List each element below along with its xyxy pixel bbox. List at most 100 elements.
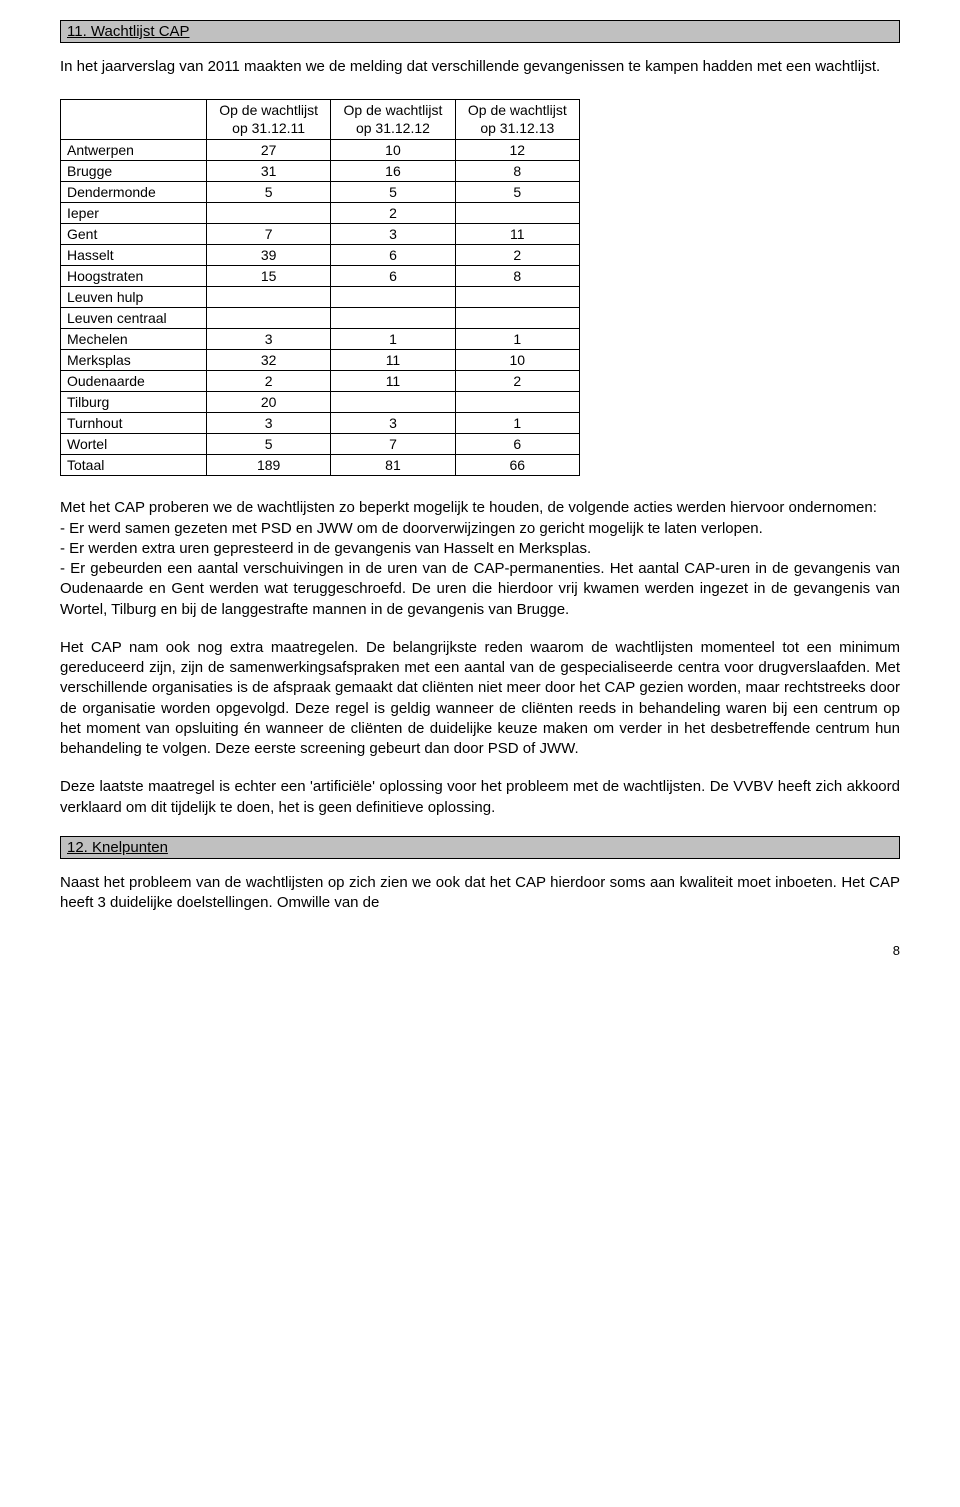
row-val: 2 (206, 371, 330, 392)
row-val (206, 308, 330, 329)
row-label: Hasselt (61, 245, 207, 266)
row-label: Gent (61, 224, 207, 245)
row-val: 5 (206, 434, 330, 455)
row-val: 1 (331, 329, 455, 350)
row-val: 7 (331, 434, 455, 455)
paragraph-knelpunten: Naast het probleem van de wachtlijsten o… (60, 873, 900, 914)
wachtlijst-table: Op de wachtlijst op 31.12.11 Op de wacht… (60, 99, 580, 476)
row-label: Brugge (61, 161, 207, 182)
table-row: Leuven centraal (61, 308, 580, 329)
row-val: 11 (331, 371, 455, 392)
row-label: Merksplas (61, 350, 207, 371)
row-val: 81 (331, 455, 455, 476)
table-row: Merksplas321110 (61, 350, 580, 371)
row-val: 66 (455, 455, 579, 476)
row-val: 1 (455, 413, 579, 434)
intro-paragraph: In het jaarverslag van 2011 maakten we d… (60, 57, 900, 77)
paragraph-artificiele-oplossing: Deze laatste maatregel is echter een 'ar… (60, 777, 900, 818)
row-val: 15 (206, 266, 330, 287)
row-label: Dendermonde (61, 182, 207, 203)
table-row: Brugge31168 (61, 161, 580, 182)
table-body: Antwerpen271012 Brugge31168 Dendermonde5… (61, 140, 580, 476)
row-val (455, 392, 579, 413)
row-val: 7 (206, 224, 330, 245)
table-header-col3-line1: Op de wachtlijst (462, 102, 573, 120)
row-label: Leuven centraal (61, 308, 207, 329)
row-val (206, 287, 330, 308)
table-row: Antwerpen271012 (61, 140, 580, 161)
table-row: Mechelen311 (61, 329, 580, 350)
row-val (455, 203, 579, 224)
row-val (455, 308, 579, 329)
row-label: Tilburg (61, 392, 207, 413)
section-11-title: 11. Wachtlijst CAP (67, 23, 190, 40)
row-val: 6 (331, 245, 455, 266)
row-val: 5 (455, 182, 579, 203)
row-val: 3 (331, 224, 455, 245)
table-row-total: Totaal1898166 (61, 455, 580, 476)
row-val: 2 (331, 203, 455, 224)
row-val: 10 (455, 350, 579, 371)
row-val: 12 (455, 140, 579, 161)
action-bullet-3: - Er gebeurden een aantal verschuivingen… (60, 560, 900, 618)
row-val: 20 (206, 392, 330, 413)
section-12-heading: 12. Knelpunten (60, 836, 900, 859)
row-val (206, 203, 330, 224)
section-12-title: 12. Knelpunten (67, 839, 168, 856)
row-val: 8 (455, 266, 579, 287)
row-val: 3 (206, 329, 330, 350)
row-label: Wortel (61, 434, 207, 455)
row-label: Hoogstraten (61, 266, 207, 287)
table-row: Turnhout331 (61, 413, 580, 434)
row-val: 2 (455, 371, 579, 392)
table-row: Gent7311 (61, 224, 580, 245)
row-val: 31 (206, 161, 330, 182)
row-label: Leuven hulp (61, 287, 207, 308)
row-label: Oudenaarde (61, 371, 207, 392)
row-val: 11 (455, 224, 579, 245)
row-val: 5 (206, 182, 330, 203)
action-bullet-2: - Er werden extra uren gepresteerd in de… (60, 540, 591, 557)
row-val: 5 (331, 182, 455, 203)
row-val (331, 308, 455, 329)
row-val: 32 (206, 350, 330, 371)
table-row: Tilburg20 (61, 392, 580, 413)
row-val: 10 (331, 140, 455, 161)
paragraph-extra-maatregelen: Het CAP nam ook nog extra maatregelen. D… (60, 638, 900, 760)
table-header-row: Op de wachtlijst op 31.12.11 Op de wacht… (61, 100, 580, 140)
actions-intro: Met het CAP proberen we de wachtlijsten … (60, 499, 877, 516)
table-row: Ieper 2 (61, 203, 580, 224)
table-row: Leuven hulp (61, 287, 580, 308)
actions-paragraph: Met het CAP proberen we de wachtlijsten … (60, 498, 900, 620)
row-label: Ieper (61, 203, 207, 224)
row-val (331, 287, 455, 308)
table-row: Hasselt3962 (61, 245, 580, 266)
row-val: 189 (206, 455, 330, 476)
row-val: 39 (206, 245, 330, 266)
table-header-col1-line2: op 31.12.11 (213, 120, 324, 138)
row-val: 16 (331, 161, 455, 182)
table-row: Wortel576 (61, 434, 580, 455)
row-label: Antwerpen (61, 140, 207, 161)
table-header-col2-line1: Op de wachtlijst (337, 102, 448, 120)
table-header-col2-line2: op 31.12.12 (337, 120, 448, 138)
row-val: 1 (455, 329, 579, 350)
section-11-heading: 11. Wachtlijst CAP (60, 20, 900, 43)
table-header-col3: Op de wachtlijst op 31.12.13 (455, 100, 579, 140)
table-header-col3-line2: op 31.12.13 (462, 120, 573, 138)
table-header-col2: Op de wachtlijst op 31.12.12 (331, 100, 455, 140)
table-row: Oudenaarde2112 (61, 371, 580, 392)
table-header-col1-line1: Op de wachtlijst (213, 102, 324, 120)
row-val: 27 (206, 140, 330, 161)
row-val (331, 392, 455, 413)
row-label: Turnhout (61, 413, 207, 434)
row-val: 2 (455, 245, 579, 266)
row-label: Totaal (61, 455, 207, 476)
row-val: 3 (331, 413, 455, 434)
table-row: Hoogstraten1568 (61, 266, 580, 287)
row-val: 6 (331, 266, 455, 287)
row-val: 11 (331, 350, 455, 371)
row-label: Mechelen (61, 329, 207, 350)
table-header-col1: Op de wachtlijst op 31.12.11 (206, 100, 330, 140)
row-val: 8 (455, 161, 579, 182)
